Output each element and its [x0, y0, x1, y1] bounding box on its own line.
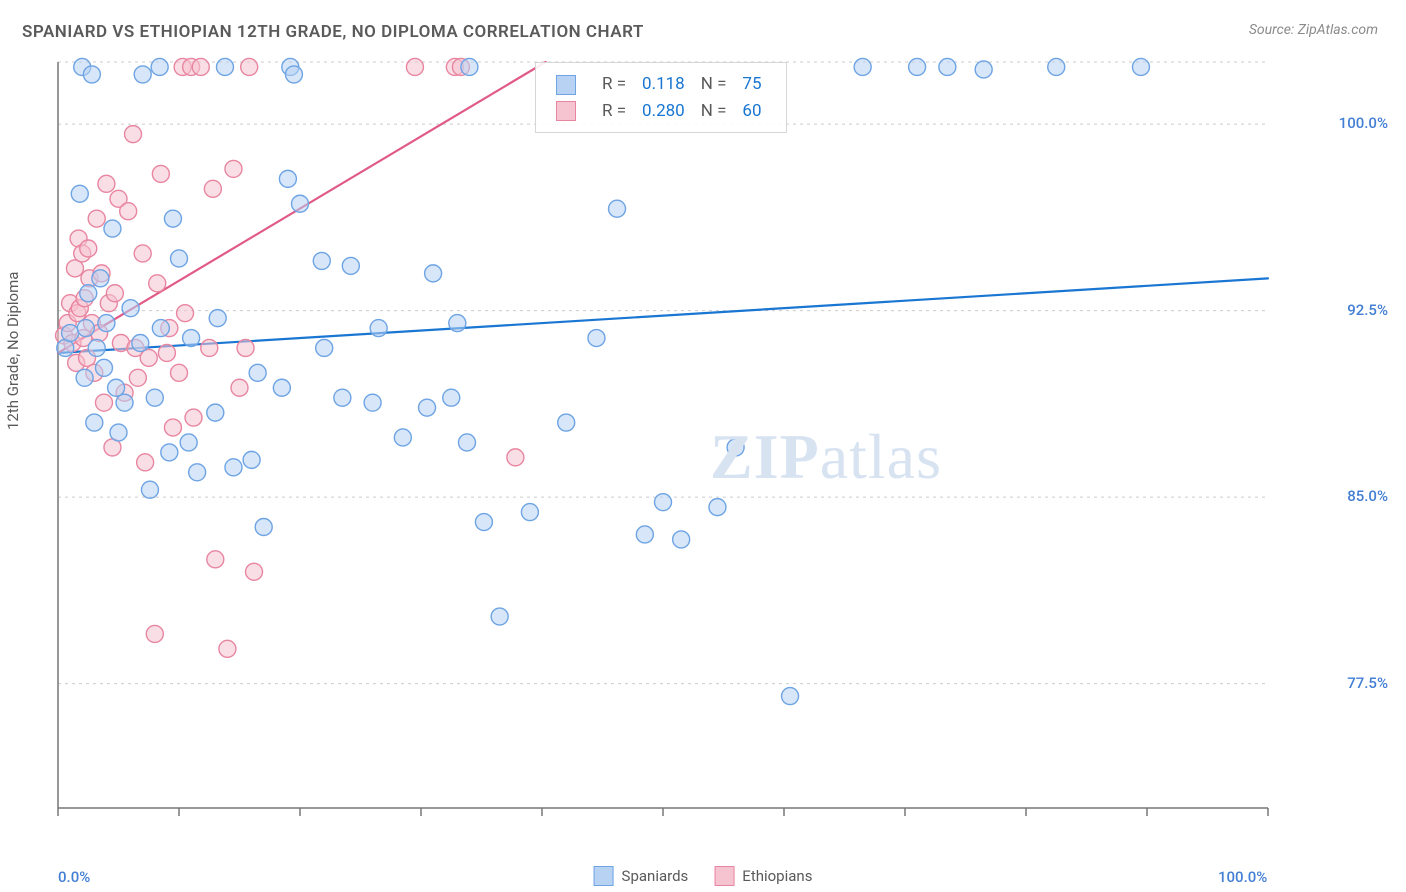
legend-swatch: [594, 866, 614, 886]
legend-item: Ethiopians: [714, 866, 812, 886]
y-tick: 85.0%: [1347, 487, 1388, 505]
legend-item: Spaniards: [594, 866, 689, 886]
stats-row: R =0.280N =60: [548, 98, 770, 125]
chart-svg: [52, 56, 1338, 826]
r-label: R =: [594, 71, 634, 98]
n-label: N =: [693, 71, 735, 98]
stats-swatch: [556, 101, 576, 121]
y-tick: 100.0%: [1339, 114, 1388, 132]
n-value: 75: [734, 71, 769, 98]
legend-label: Ethiopians: [742, 867, 812, 885]
r-label: R =: [594, 98, 634, 125]
n-label: N =: [693, 98, 735, 125]
y-axis-label: 12th Grade, No Diploma: [4, 272, 22, 430]
source-label: Source: ZipAtlas.com: [1249, 22, 1378, 38]
chart-title: SPANIARD VS ETHIOPIAN 12TH GRADE, NO DIP…: [22, 22, 644, 42]
scatter-plot: [52, 56, 1338, 826]
y-tick: 92.5%: [1347, 301, 1388, 319]
r-value: 0.118: [634, 71, 693, 98]
x-tick: 0.0%: [58, 868, 90, 886]
stats-legend-box: R =0.118N =75R =0.280N =60: [535, 62, 787, 133]
legend-swatch: [714, 866, 734, 886]
bottom-legend: Spaniards Ethiopians: [594, 866, 813, 886]
x-tick: 100.0%: [1218, 868, 1267, 886]
y-tick: 77.5%: [1347, 674, 1388, 692]
r-value: 0.280: [634, 98, 693, 125]
stats-swatch: [556, 75, 576, 95]
legend-label: Spaniards: [622, 867, 689, 885]
stats-row: R =0.118N =75: [548, 71, 770, 98]
n-value: 60: [734, 98, 769, 125]
